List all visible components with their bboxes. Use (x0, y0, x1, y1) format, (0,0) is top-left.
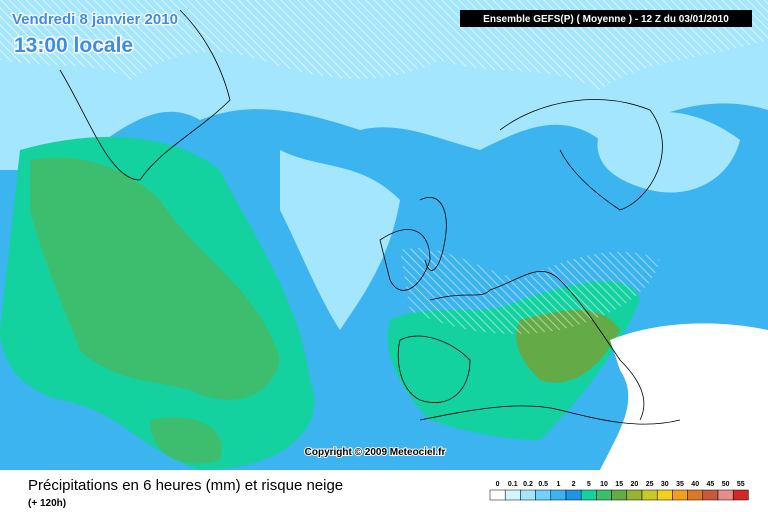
legend-swatch (626, 489, 643, 501)
legend: 0 0.1 0.2 0.5 1 2 5 10 15 20 25 30 35 40 45 50 55 (489, 481, 749, 501)
legend-swatch (687, 489, 704, 501)
legend-swatch (656, 489, 673, 501)
dry-land (600, 323, 768, 470)
legend-label: 0.5 (538, 481, 548, 488)
legend-swatch (717, 489, 734, 501)
time: 13:00 locale (14, 34, 133, 57)
coastlines (59, 9, 681, 425)
legend-label: 2 (572, 481, 576, 488)
legend-swatch (550, 489, 567, 501)
model-box (460, 10, 752, 27)
legend-label: 0.2 (523, 481, 533, 488)
legend-label: 15 (615, 481, 623, 488)
legend-label: 35 (676, 481, 684, 488)
legend-label: 10 (600, 481, 608, 488)
legend-swatch (732, 489, 749, 501)
legend-swatch (565, 489, 582, 501)
legend-swatch (702, 489, 719, 501)
model: Ensemble GEFS(P) ( Moyenne ) - 12 Z du 0… (483, 14, 729, 25)
legend-label: 30 (661, 481, 669, 488)
legend-label: 0.1 (508, 481, 518, 488)
legend-label: 40 (691, 481, 699, 488)
legend-label: 0 (496, 481, 500, 488)
legend-swatch (504, 489, 521, 501)
legend-swatch (611, 489, 628, 501)
legend-label: 20 (631, 481, 639, 488)
legend-swatch (641, 489, 658, 501)
date: Vendredi 8 janvier 2010 (12, 11, 178, 28)
legend-swatch (596, 489, 612, 501)
legend-swatch (672, 489, 688, 501)
rain-core (30, 157, 280, 400)
snow-hatch (400, 247, 660, 334)
legend-swatch (520, 489, 536, 501)
light-area (597, 111, 740, 193)
copyright: Copyright © 2009 Meteociel.fr (305, 447, 446, 458)
footer-subtitle: (+ 120h) (28, 498, 66, 509)
legend-swatch (489, 489, 506, 501)
legend-label: 25 (646, 481, 654, 488)
legend-label: 5 (587, 481, 591, 488)
legend-label: 50 (722, 481, 730, 488)
legend-label: 1 (556, 481, 560, 488)
legend-swatch (535, 489, 552, 501)
light-area (280, 150, 400, 330)
footer-title: Précipitations en 6 heures (mm) et risqu… (28, 477, 343, 494)
legend-swatch (580, 489, 597, 501)
rain-core (150, 417, 222, 464)
legend-label: 45 (707, 481, 715, 488)
legend-label: 55 (737, 481, 745, 488)
